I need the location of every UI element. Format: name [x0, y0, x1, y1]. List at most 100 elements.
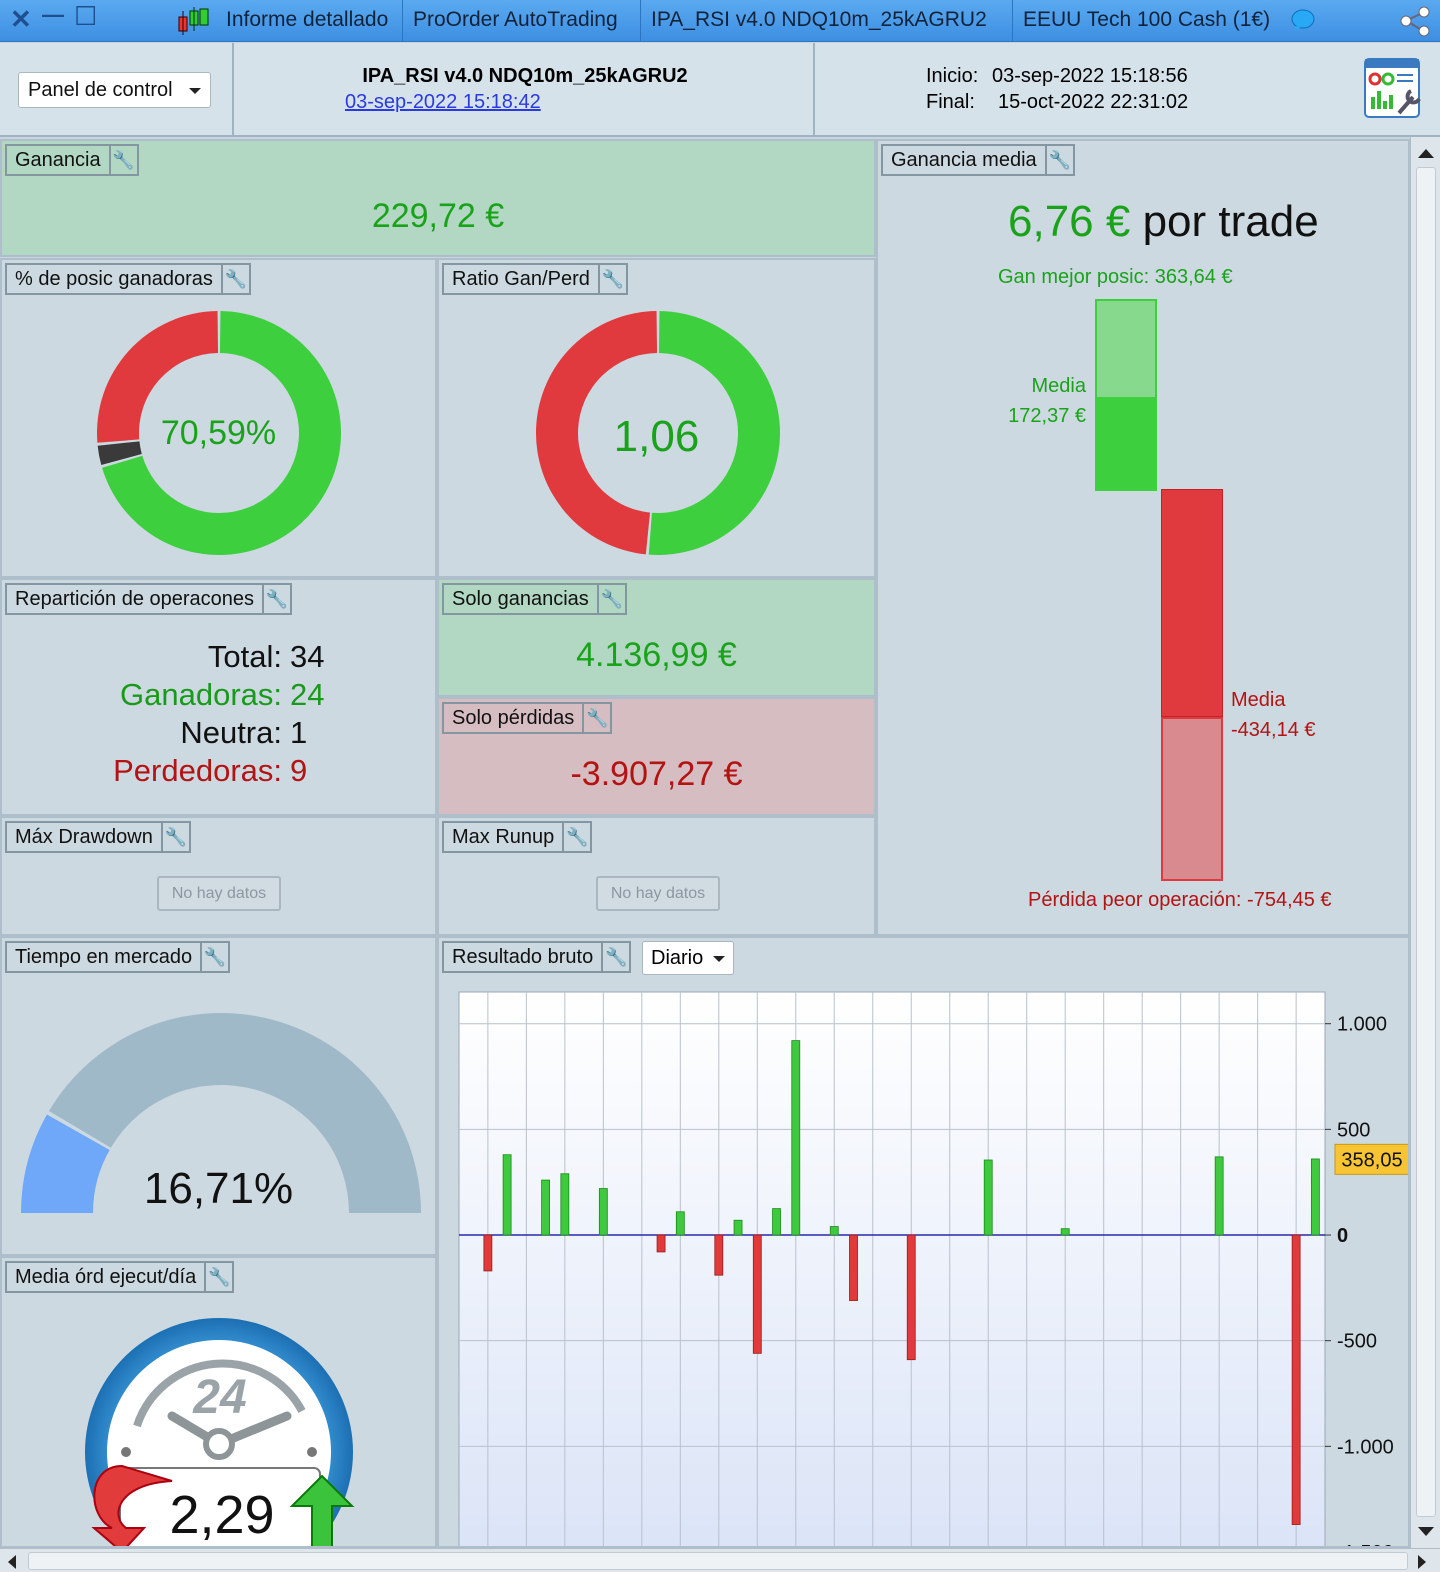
panel-solo-perdidas: Solo pérdidas 🔧 -3.907,27 € [437, 697, 876, 816]
scroll-up-icon[interactable] [1418, 149, 1434, 158]
panel-resultado-bruto: Resultado bruto 🔧 Diario 1.000 500 0 -500 -1.… [437, 936, 1410, 1548]
panel-tiempo: Tiempo en mercado 🔧 16,71% [0, 936, 437, 1256]
chart-bar [791, 1040, 801, 1236]
panel-ratio: Ratio Gan/Perd 🔧 1,06 [437, 258, 876, 578]
avg-win-annotation: Media 172,37 € [978, 371, 1086, 431]
system-date-link[interactable]: 03-sep-2022 15:18:42 [345, 91, 541, 113]
tab-informe-detallado[interactable]: Informe detallado [226, 8, 389, 31]
panel-title: % de posic ganadoras 🔧 [5, 263, 251, 295]
period-dropdown[interactable]: Diario [642, 941, 734, 975]
avg-gain-suffix: por trade [1142, 197, 1319, 246]
system-name: IPA_RSI v4.0 NDQ10m_25kAGRU2 [362, 65, 688, 87]
panel-drawdown: Máx Drawdown 🔧 No hay datos [0, 816, 437, 936]
scroll-thumb[interactable] [1416, 167, 1436, 1517]
chart-bar [983, 1159, 993, 1236]
y-tick-label: 0 [1337, 1225, 1348, 1247]
chat-bubble-icon[interactable] [1290, 8, 1316, 32]
maximize-icon[interactable]: ☐ [74, 1, 98, 31]
tab-system[interactable]: IPA_RSI v4.0 NDQ10m_25kAGRU2 [640, 0, 997, 42]
candlestick-icon [178, 7, 209, 35]
panel-dropdown[interactable]: Panel de control [18, 72, 211, 108]
y-tick-label: -500 [1337, 1331, 1377, 1353]
chart-bar [598, 1188, 608, 1236]
panel-solo-ganancias: Solo ganancias 🔧 4.136,99 € [437, 578, 876, 697]
chart-bar [541, 1179, 550, 1236]
wrench-icon[interactable]: 🔧 [108, 146, 137, 174]
panel-title: Tiempo en mercado 🔧 [5, 941, 231, 973]
chart-bar [483, 1234, 493, 1272]
minimize-icon[interactable]: — [42, 2, 64, 27]
avg-gain-value: 6,76 € [1008, 197, 1131, 246]
clock-dial-icon [85, 1318, 355, 1546]
panel-title: Ganancia media 🔧 [881, 144, 1075, 176]
tab-proorder[interactable]: ProOrder AutoTrading [402, 0, 628, 42]
total-value: 34 [290, 639, 325, 674]
chart-bar [656, 1234, 666, 1253]
chart-bar [1291, 1234, 1301, 1525]
chart-bar [714, 1234, 724, 1276]
horizontal-scrollbar[interactable] [0, 1548, 1440, 1572]
avg-loss-bar [1161, 489, 1223, 717]
time-in-market-value: 16,71% [143, 1164, 294, 1213]
ratio-value: 1,06 [613, 412, 700, 461]
no-data-label: No hay datos [596, 876, 720, 911]
panel-ganancia: Ganancia 🔧 229,72 € [0, 139, 876, 257]
ratio-loss-segment [536, 311, 658, 555]
wrench-icon[interactable]: 🔧 [596, 585, 625, 613]
share-icon[interactable] [1396, 4, 1436, 38]
best-trade-label: Gan mejor posic: 363,64 € [998, 266, 1233, 288]
panel-title: Ganancia 🔧 [5, 144, 139, 176]
scroll-left-icon[interactable] [8, 1555, 16, 1569]
avg-loss-annotation: Media -434,14 € [1231, 685, 1316, 745]
hscroll-thumb[interactable] [28, 1552, 1408, 1570]
win-label: Ganadoras: [120, 677, 282, 712]
wrench-icon[interactable]: 🔧 [562, 823, 590, 851]
wrench-icon[interactable]: 🔧 [220, 265, 249, 293]
chart-bar [752, 1234, 762, 1354]
donut-loss-segment [97, 311, 219, 443]
total-label: Total: [207, 639, 282, 674]
close-icon[interactable]: ✕ [10, 4, 32, 34]
report-settings-icon[interactable] [1363, 57, 1423, 123]
wrench-icon[interactable]: 🔧 [200, 943, 228, 971]
panel-title: Solo pérdidas 🔧 [442, 702, 613, 734]
panel-title: Ratio Gan/Perd 🔧 [442, 263, 628, 295]
chart-bar [906, 1234, 916, 1361]
wrench-icon[interactable]: 🔧 [262, 585, 290, 613]
ratio-donut [536, 311, 781, 555]
scroll-down-icon[interactable] [1418, 1527, 1434, 1536]
ratio-win-segment [648, 311, 781, 555]
wrench-icon[interactable]: 🔧 [582, 704, 610, 732]
y-tick-label: 1.000 [1337, 1014, 1387, 1036]
avg-gain-headline: 6,76 € por trade [1008, 197, 1319, 247]
neutral-value: 1 [290, 715, 308, 750]
tab-instrument[interactable]: EEUU Tech 100 Cash (1€) [1012, 0, 1280, 42]
y-tick-label: -1.500 [1337, 1542, 1394, 1548]
chart-bar [772, 1208, 781, 1236]
panel-title: Resultado bruto 🔧 [442, 941, 632, 973]
chevron-down-icon [713, 956, 725, 962]
scroll-right-icon[interactable] [1418, 1555, 1426, 1569]
wrench-icon[interactable]: 🔧 [1044, 146, 1073, 174]
no-data-label: No hay datos [157, 876, 281, 911]
avg-win-bar [1095, 399, 1157, 491]
wrench-icon[interactable]: 🔧 [601, 943, 629, 971]
panel-title: Solo ganancias 🔧 [442, 583, 627, 615]
chart-bar [675, 1211, 685, 1236]
avg-loss-value: -434,14 € [1231, 719, 1316, 741]
wrench-icon[interactable]: 🔧 [160, 823, 189, 851]
wrench-icon[interactable]: 🔧 [204, 1263, 232, 1291]
avg-win-value: 172,37 € [1008, 405, 1086, 427]
vertical-scrollbar[interactable] [1410, 137, 1440, 1548]
win-rate-value: 70,59% [160, 414, 277, 452]
chart-bar [849, 1234, 858, 1301]
win-rate-donut [97, 311, 341, 555]
wrench-icon[interactable]: 🔧 [597, 265, 626, 293]
best-trade-bar [1095, 299, 1157, 399]
panel-title: Repartición de operacones 🔧 [5, 583, 293, 615]
current-value-flag [1334, 1143, 1408, 1175]
donut-win-segment [102, 311, 341, 555]
time-in-market-gauge [21, 1013, 422, 1213]
end-value: 15-oct-2022 22:31:02 [998, 91, 1189, 113]
chart-bar [1310, 1158, 1320, 1236]
